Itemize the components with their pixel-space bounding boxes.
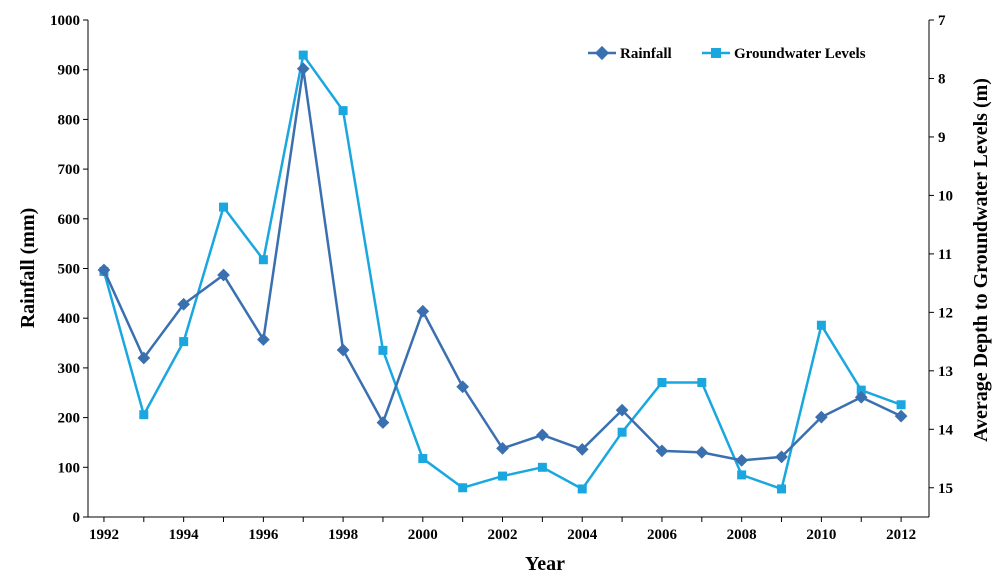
right-tick-label: 9 [938,130,946,146]
left-tick-label: 400 [58,311,81,327]
groundwater-levels-point [856,385,866,395]
groundwater-levels-point [577,484,587,494]
right-y-ticks: 7 8 9 10 11 12 13 14 15 [929,13,954,497]
legend: Rainfall Groundwater Levels [588,45,866,62]
left-tick-label: 600 [58,212,81,228]
right-tick-label: 13 [938,364,953,380]
rainfall-point [97,263,111,277]
rainfall-point [536,428,549,442]
legend-rainfall-label: Rainfall [620,46,672,62]
rainfall-point [496,442,509,455]
left-y-axis-title: Rainfall (mm) [17,208,39,329]
series-layer [97,50,908,494]
rainfall-point [257,333,270,346]
left-tick-label: 700 [58,162,81,178]
groundwater-levels-point [697,378,707,388]
rainfall-point [336,343,350,357]
left-tick-label: 1000 [50,13,80,29]
rainfall-point [456,380,470,394]
groundwater-levels-point [258,255,268,265]
rainfall-point [376,416,390,429]
x-ticks: 1992 1994 1996 1998 2000 2002 2004 2006 2008 2010… [89,517,916,543]
left-tick-label: 800 [58,112,81,128]
right-tick-label: 15 [938,481,953,497]
groundwater-levels-point [537,462,547,472]
rainfall-point [177,297,191,311]
legend-groundwater-label: Groundwater Levels [734,46,866,62]
x-axis-title: Year [525,553,565,574]
left-y-ticks: 0 100 200 300 400 500 600 700 800 900 1000 [50,13,88,526]
rainfall-point [217,268,230,282]
x-tick-label: 2002 [488,527,518,543]
groundwater-levels-point [458,483,468,493]
groundwater-levels-point [777,484,787,494]
x-tick-label: 1992 [89,527,119,543]
left-tick-label: 200 [58,411,81,427]
groundwater-levels-point [498,471,508,481]
right-tick-label: 11 [938,247,952,263]
x-tick-label: 2006 [647,527,678,543]
groundwater-levels-point [179,337,189,347]
rainfall-point [416,304,430,318]
x-tick-label: 2008 [727,527,757,543]
right-tick-label: 7 [938,13,946,29]
groundwater-levels-point [139,410,149,420]
groundwater-levels-point [657,378,667,388]
right-tick-label: 8 [938,71,946,87]
right-tick-label: 12 [938,305,953,321]
groundwater-levels-point [816,320,826,330]
x-tick-label: 1996 [248,527,279,543]
rainfall-line [102,68,902,462]
left-tick-label: 100 [58,460,81,476]
left-tick-label: 900 [58,63,81,79]
left-tick-label: 0 [73,510,81,526]
groundwater-levels-point [896,400,906,410]
left-tick-label: 300 [58,361,81,377]
legend-groundwater-marker [711,48,721,58]
rainfall-point [695,446,709,459]
groundwater-levels-point [338,106,348,116]
x-tick-label: 2004 [567,527,598,543]
x-tick-label: 2012 [886,527,916,543]
right-y-axis-title: Average Depth to Groundwater Levels (m) [970,78,992,442]
plot-area [87,20,930,518]
left-tick-label: 500 [58,262,81,278]
groundwater-levels-point [378,345,388,355]
groundwater-levels-point [418,454,428,464]
groundwater-levels-point [298,50,308,60]
x-tick-label: 1998 [328,527,358,543]
groundwater-levels-point [737,470,747,480]
x-tick-label: 2000 [408,527,438,543]
groundwater-levels-point [617,427,627,437]
rainfall-point [296,62,310,76]
right-tick-label: 10 [938,188,953,204]
rainfall-point [137,351,151,365]
x-tick-label: 1994 [169,527,200,543]
legend-rainfall-marker [594,45,610,61]
x-tick-label: 2010 [806,527,836,543]
groundwater-levels-point [219,202,229,212]
right-tick-label: 14 [938,422,954,438]
rainfall-point [894,409,908,423]
